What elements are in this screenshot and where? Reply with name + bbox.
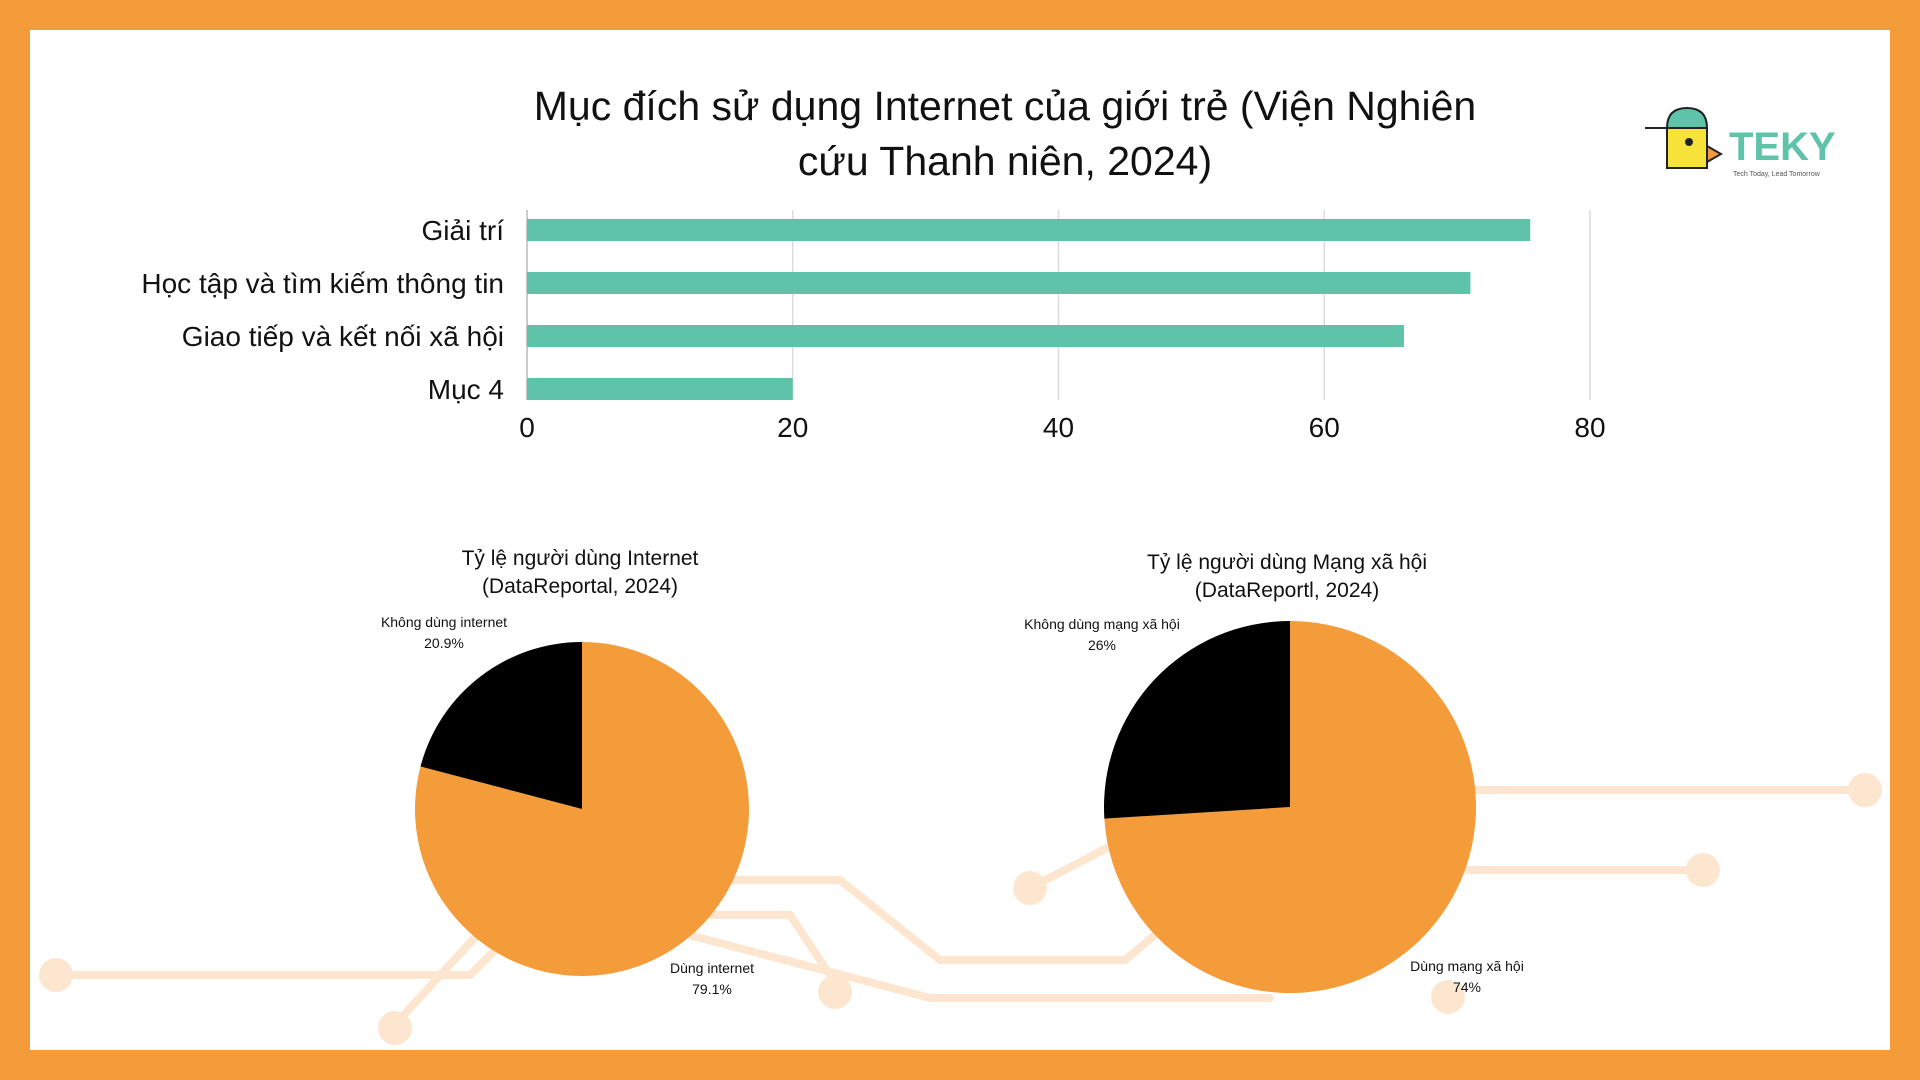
x-tick-label: 40 (1043, 412, 1074, 443)
slide-canvas: Mục đích sử dụng Internet của giới trẻ (… (39, 83, 1882, 1045)
circuit-line (666, 926, 1274, 1002)
pie-title: Tỷ lệ người dùng Mạng xã hội (1147, 551, 1427, 574)
pie-chart-internet: Tỷ lệ người dùng Internet (DataReportal, … (381, 547, 754, 997)
category-label: Mục 4 (428, 374, 504, 405)
circuit-node (1013, 871, 1047, 905)
pie-slice (1104, 621, 1290, 819)
pie-slice (420, 642, 582, 809)
x-tick-label: 60 (1309, 412, 1340, 443)
circuit-node (39, 958, 73, 992)
bar (527, 325, 1404, 347)
logo-tagline: Tech Today, Lead Tomorrow (1733, 171, 1821, 178)
teky-mascot-icon (1645, 106, 1724, 169)
bar-chart: Mục đích sử dụng Internet của giới trẻ (… (141, 83, 1605, 443)
circuit-line (576, 876, 1159, 964)
bar (527, 272, 1471, 294)
x-tick-label: 0 (519, 412, 535, 443)
bar (527, 378, 793, 400)
x-tick-label: 80 (1574, 412, 1605, 443)
pie-slice-label: Dùng internet (670, 960, 754, 976)
category-label: Giao tiếp và kết nối xã hội (182, 321, 504, 352)
pie-slice-label: Dùng mạng xã hội (1410, 958, 1524, 974)
circuit-node (818, 975, 852, 1009)
pie-slice-label: Không dùng internet (381, 614, 507, 630)
pie-slice-value: 79.1% (692, 981, 732, 997)
logo-brand: TEKY (1729, 125, 1835, 169)
pie-slice-value: 74% (1453, 979, 1481, 995)
circuit-node (1686, 853, 1720, 887)
pie-slice (1104, 621, 1476, 994)
pie-chart-social: Tỷ lệ người dùng Mạng xã hội (DataReportl… (1024, 551, 1524, 995)
bar-chart-title: Mục đích sử dụng Internet của giới trẻ (… (534, 83, 1476, 129)
teky-logo: TEKY Tech Today, Lead Tomorrow (1645, 106, 1835, 178)
category-label: Học tập và tìm kiếm thông tin (141, 268, 504, 299)
pie-slice-value: 26% (1088, 637, 1116, 653)
pie-title: (DataReportal, 2024) (482, 575, 678, 598)
circuit-node (1848, 773, 1882, 807)
bar (527, 219, 1531, 241)
pie-title: (DataReportl, 2024) (1195, 579, 1379, 602)
pie-slice (415, 642, 749, 976)
x-tick-label: 20 (777, 412, 808, 443)
circuit-node (1431, 980, 1465, 1014)
circuit-line (51, 941, 504, 979)
pie-title: Tỷ lệ người dùng Internet (462, 547, 699, 570)
pie-slice-value: 20.9% (424, 635, 464, 651)
pie-slice-label: Không dùng mạng xã hội (1024, 616, 1180, 632)
circuit-decoration (39, 773, 1882, 1045)
category-label: Giải trí (422, 215, 505, 246)
circuit-node (378, 1011, 412, 1045)
slide-frame: Mục đích sử dụng Internet của giới trẻ (… (30, 30, 1890, 1050)
bar-chart-title: cứu Thanh niên, 2024) (798, 138, 1212, 184)
